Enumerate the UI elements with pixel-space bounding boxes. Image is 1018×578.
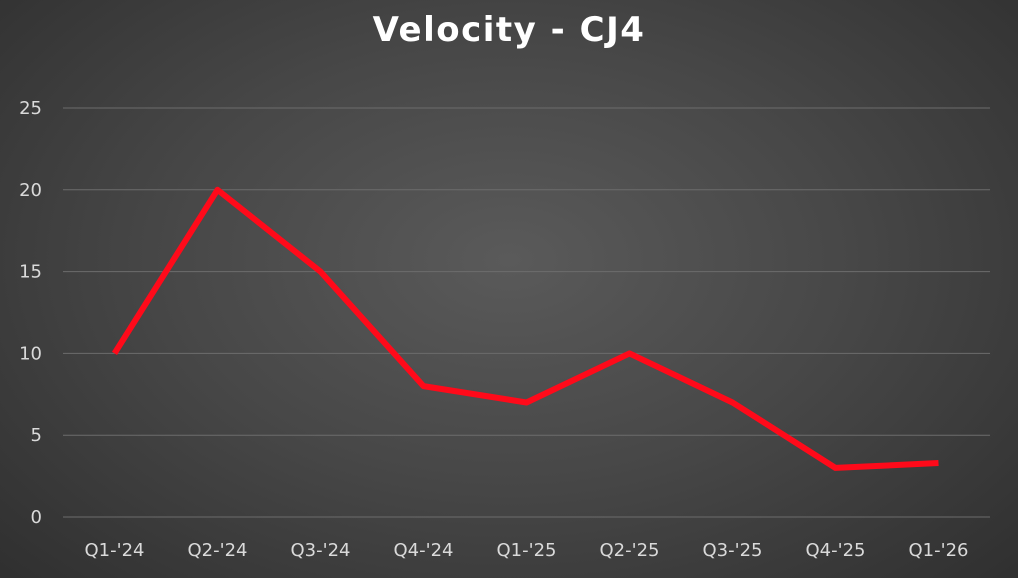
x-tick-label: Q1-'26	[909, 540, 969, 561]
x-tick-label: Q2-'25	[600, 540, 660, 561]
y-tick-label: 0	[31, 507, 42, 528]
x-tick-label: Q4-'25	[806, 540, 866, 561]
x-tick-label: Q1-'24	[85, 540, 145, 561]
x-tick-label: Q2-'24	[188, 540, 248, 561]
series-line-0	[111, 186, 939, 471]
gridlines	[63, 107, 990, 518]
x-axis-ticks: Q1-'24 Q2-'24 Q3-'24 Q4-'24 Q1-'25 Q2-'25 Q3-'…	[85, 540, 969, 561]
y-tick-label: 10	[19, 343, 42, 364]
y-tick-label: 20	[19, 180, 42, 201]
x-tick-label: Q4-'24	[394, 540, 454, 561]
x-tick-label: Q3-'24	[291, 540, 351, 561]
y-axis-ticks: 0 5 10 15 20 25	[19, 98, 42, 528]
x-tick-label: Q3-'25	[703, 540, 763, 561]
y-tick-label: 5	[31, 425, 42, 446]
x-tick-label: Q1-'25	[497, 540, 557, 561]
y-tick-label: 25	[19, 98, 42, 119]
chart-title: Velocity - CJ4	[372, 10, 646, 50]
series-group	[111, 186, 939, 471]
y-tick-label: 15	[19, 262, 42, 283]
